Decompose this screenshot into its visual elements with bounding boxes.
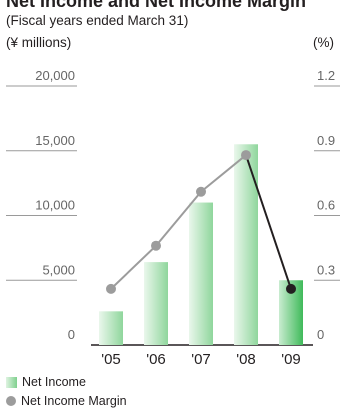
margin-line-segment [200,154,247,193]
left-tick-label: 5,000 [42,262,75,277]
x-tick-label: '08 [236,351,256,368]
right-tick-label: 0.9 [317,133,335,148]
x-tick-label: '07 [191,351,211,368]
margin-line-segment [245,154,292,290]
margin-line-segment [110,244,157,290]
bar-net-income [99,311,123,345]
chart-title: Net Income and Net Income Margin [6,0,307,11]
left-tick-label: 0 [68,327,75,342]
right-tick-label: 0 [317,327,324,342]
margin-point [151,240,161,251]
margin-point [106,283,116,294]
bar-net-income [234,144,258,345]
legend-item-net-income-margin: Net Income Margin [6,394,127,408]
bar-net-income [144,262,168,345]
margin-point [196,186,206,197]
margin-point [241,150,251,161]
legend-label-net-income-margin: Net Income Margin [21,394,127,408]
left-tick-label: 20,000 [35,68,75,83]
legend-item-net-income: Net Income [6,375,86,389]
x-tick-label: '09 [281,351,301,368]
left-tick-label: 10,000 [35,198,75,213]
margin-line-segment [155,191,202,247]
right-tick-label: 1.2 [317,68,335,83]
chart-subtitle: (Fiscal years ended March 31) [6,13,189,28]
legend-bar-swatch [6,376,17,388]
left-axis-unit: (¥ millions) [6,35,72,50]
legend-label-net-income: Net Income [22,375,86,389]
right-tick-label: 0.6 [317,198,335,213]
right-tick-label: 0.3 [317,262,335,277]
right-axis-unit: (%) [313,35,334,50]
legend-dot-swatch [6,396,16,406]
left-tick-label: 15,000 [35,133,75,148]
margin-point [286,283,296,294]
bar-net-income [189,202,213,345]
x-tick-label: '06 [146,351,166,368]
x-tick-label: '05 [101,351,121,368]
